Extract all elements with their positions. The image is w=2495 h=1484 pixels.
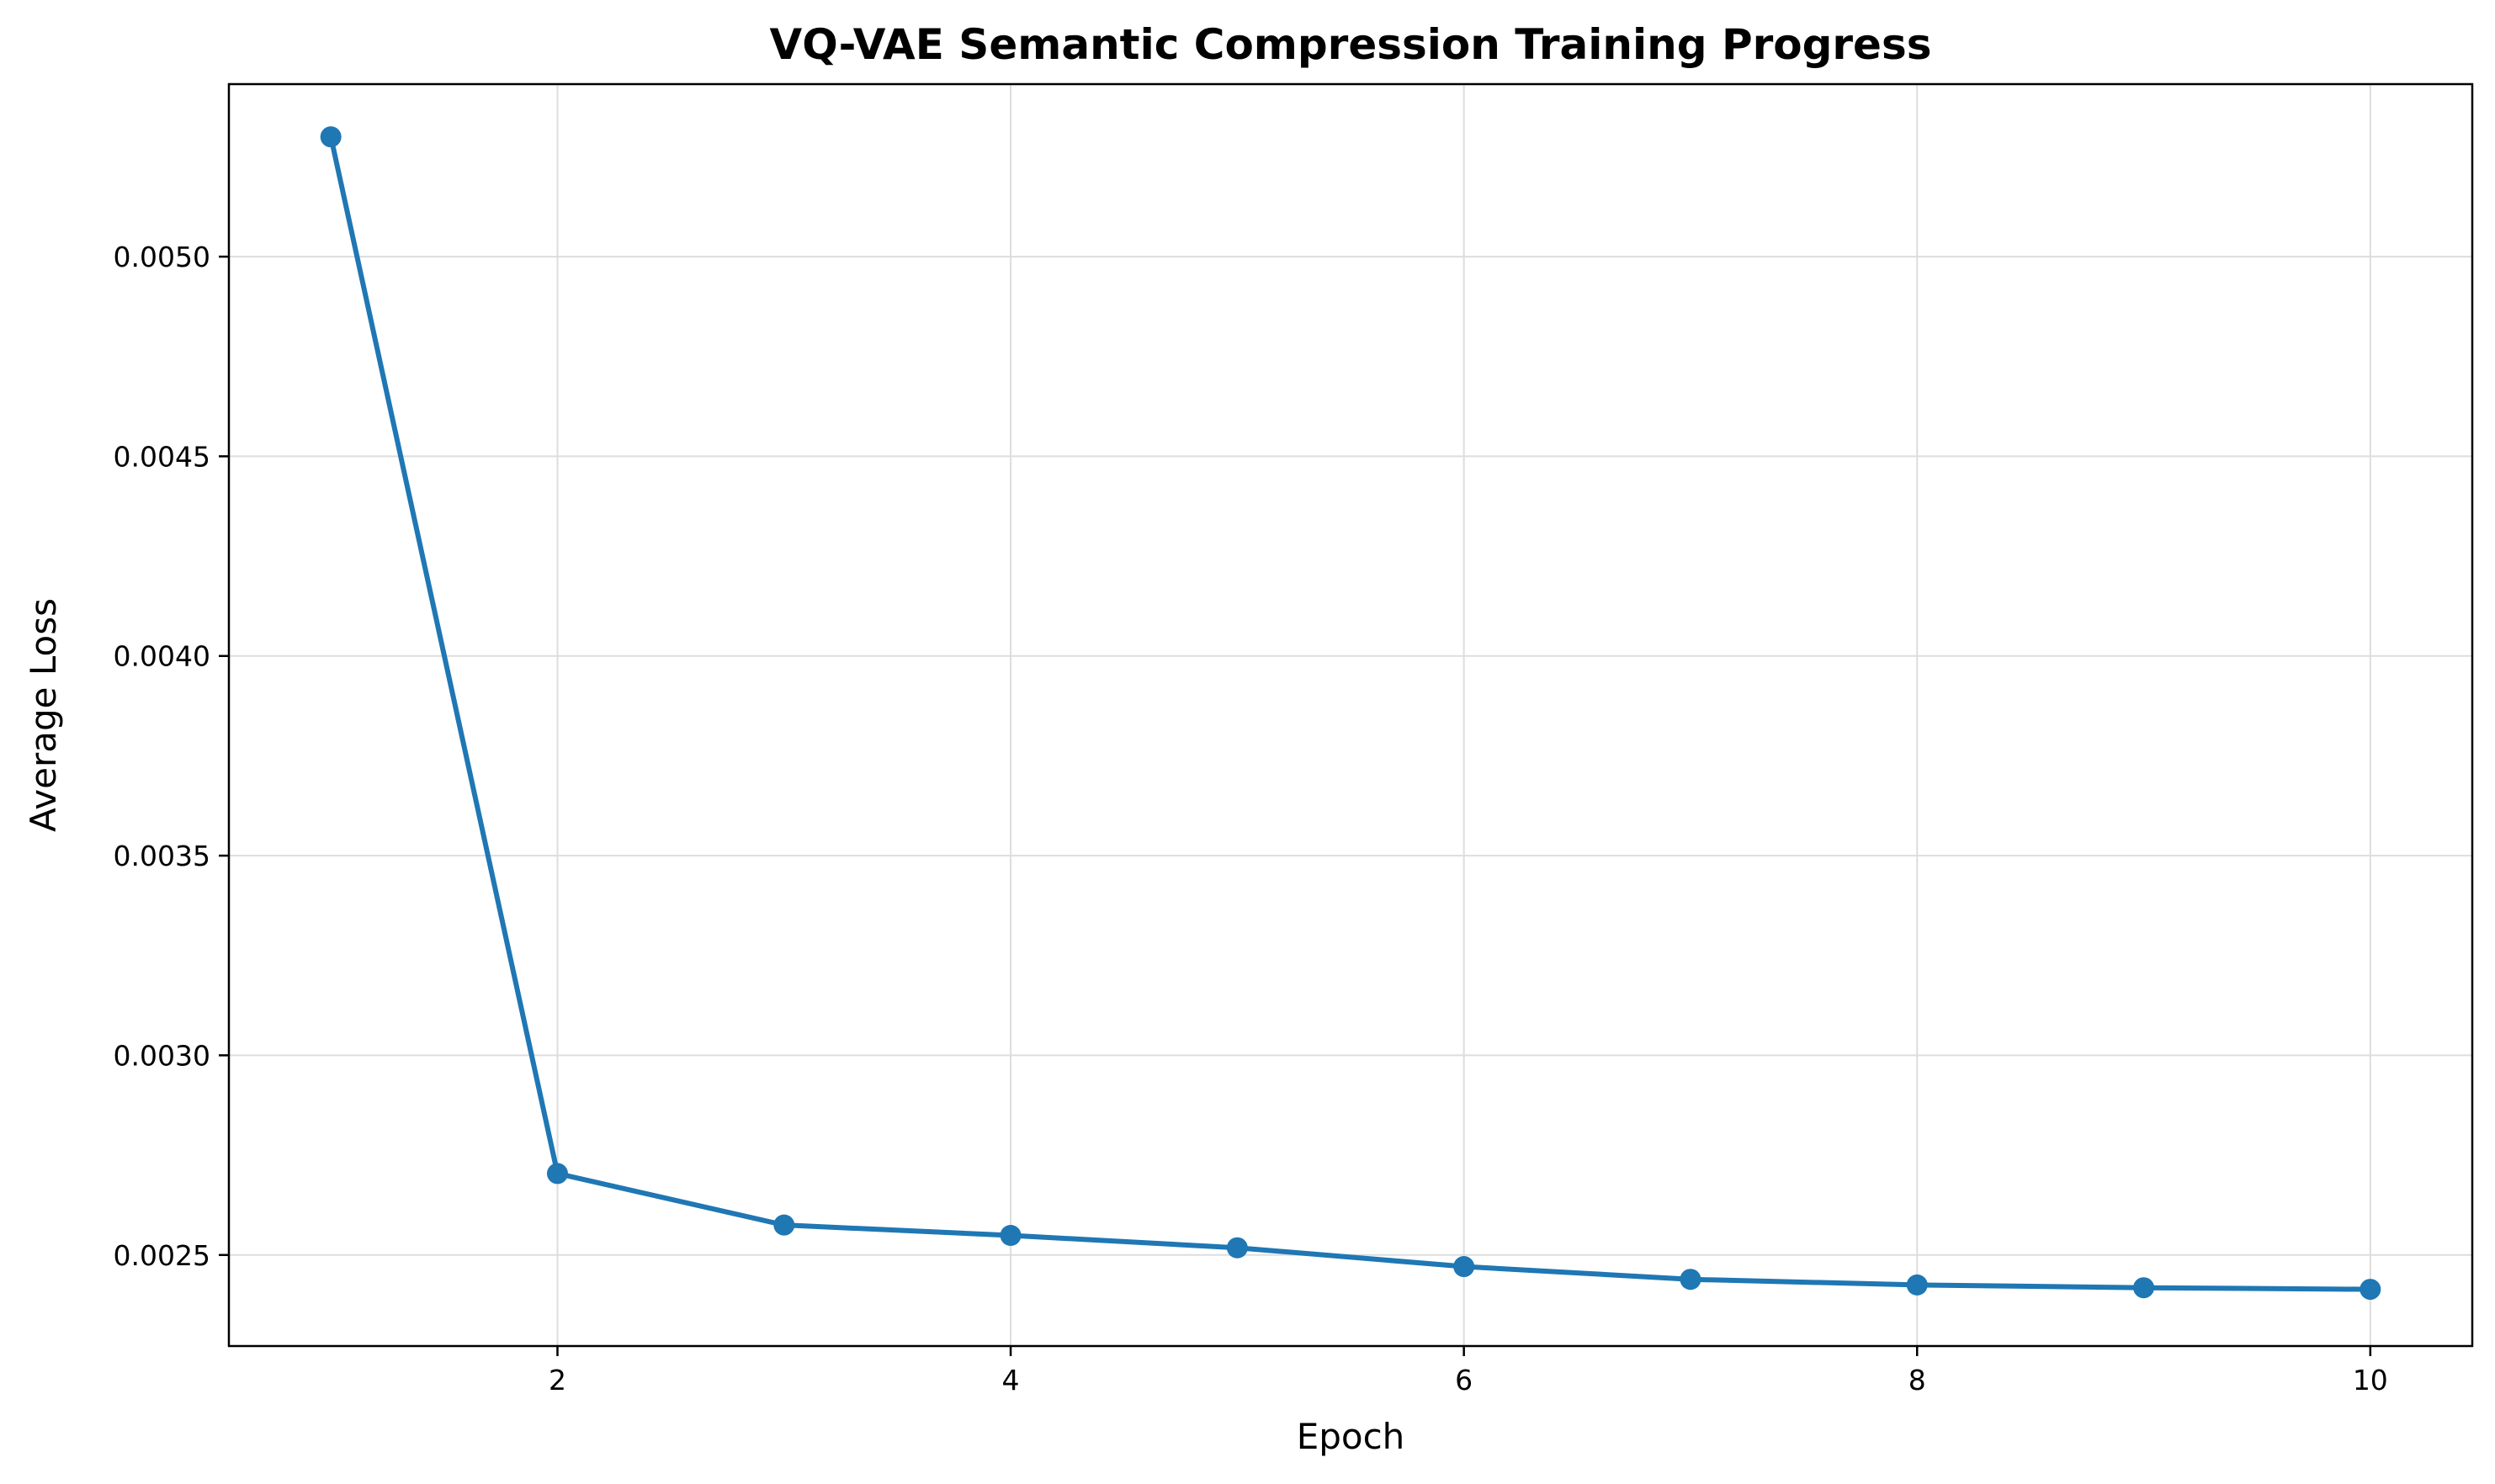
loss-point	[1000, 1225, 1022, 1247]
loss-point	[1226, 1237, 1248, 1259]
y-tick-label: 0.0030	[114, 1039, 210, 1072]
plot-area-frame	[227, 82, 2474, 1348]
y-tick-label: 0.0025	[114, 1239, 210, 1272]
axis-ticks: 2 4 6 8 10 0.0025 0.0030 0.0035 0.0040 0.0045 0.00…	[114, 241, 2388, 1397]
loss-point	[1453, 1256, 1475, 1278]
loss-point	[773, 1214, 795, 1236]
loss-point	[2360, 1279, 2381, 1301]
loss-point	[320, 126, 342, 148]
x-axis-label: Epoch	[1297, 1416, 1405, 1457]
loss-point	[546, 1163, 568, 1185]
y-tick-label: 0.0045	[114, 440, 210, 473]
y-tick-label: 0.0050	[114, 241, 210, 273]
y-tick-label: 0.0035	[114, 840, 210, 872]
loss-line	[328, 134, 2373, 1292]
loss-point	[1680, 1269, 1701, 1291]
y-tick-label: 0.0040	[114, 640, 210, 673]
loss-point	[1906, 1274, 1928, 1296]
x-tick-label: 10	[2353, 1364, 2388, 1397]
x-tick-label: 6	[1455, 1364, 1473, 1397]
y-axis-label: Average Loss	[23, 598, 64, 832]
loss-point	[2133, 1277, 2155, 1299]
chart-title: VQ-VAE Semantic Compression Training Pro…	[770, 20, 1932, 69]
x-tick-label: 4	[1002, 1364, 1020, 1397]
x-tick-label: 2	[549, 1364, 566, 1397]
data-series	[320, 126, 2381, 1301]
x-tick-label: 8	[1908, 1364, 1926, 1397]
